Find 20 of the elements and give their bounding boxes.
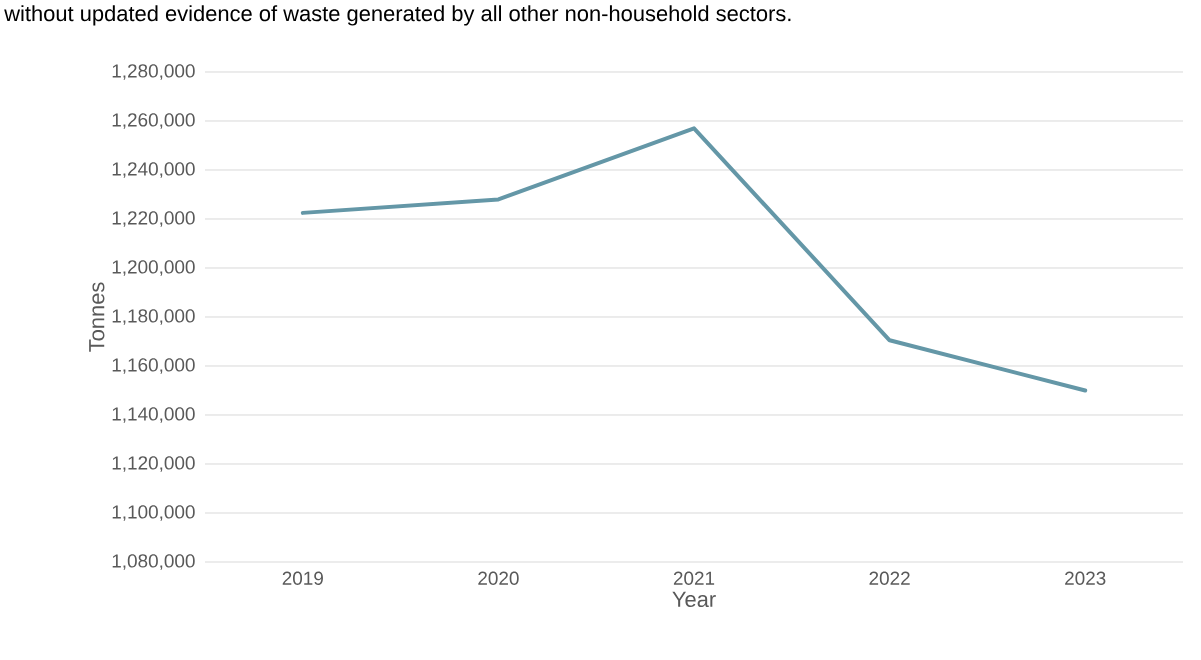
x-axis-title: Year	[672, 591, 716, 608]
x-tick-label: 2022	[869, 571, 910, 585]
x-tick-label: 2020	[478, 571, 519, 585]
y-tick-label: 1,160,000	[112, 358, 195, 374]
y-tick-label: 1,280,000	[112, 64, 195, 80]
y-axis-title: Tonnes	[89, 282, 105, 352]
y-tick-label: 1,200,000	[112, 260, 195, 276]
x-tick-label: 2021	[673, 571, 715, 585]
y-tick-label: 1,220,000	[112, 211, 195, 227]
text: without updated evidence of waste generated by all other non-household sectors.	[4, 5, 791, 26]
y-tick-label: 1,120,000	[112, 456, 195, 472]
y-tick-label: 1,100,000	[112, 505, 195, 521]
y-tick-label: 1,240,000	[112, 162, 195, 178]
y-tick-label: 1,260,000	[112, 113, 195, 129]
line-series	[300, 126, 1088, 393]
y-tick-label: 1,080,000	[112, 554, 195, 570]
x-tick-label: 2023	[1065, 571, 1106, 585]
y-tick-label: 1,140,000	[112, 407, 195, 423]
x-tick-label: 2019	[282, 571, 323, 585]
y-tick-label: 1,180,000	[112, 309, 195, 325]
